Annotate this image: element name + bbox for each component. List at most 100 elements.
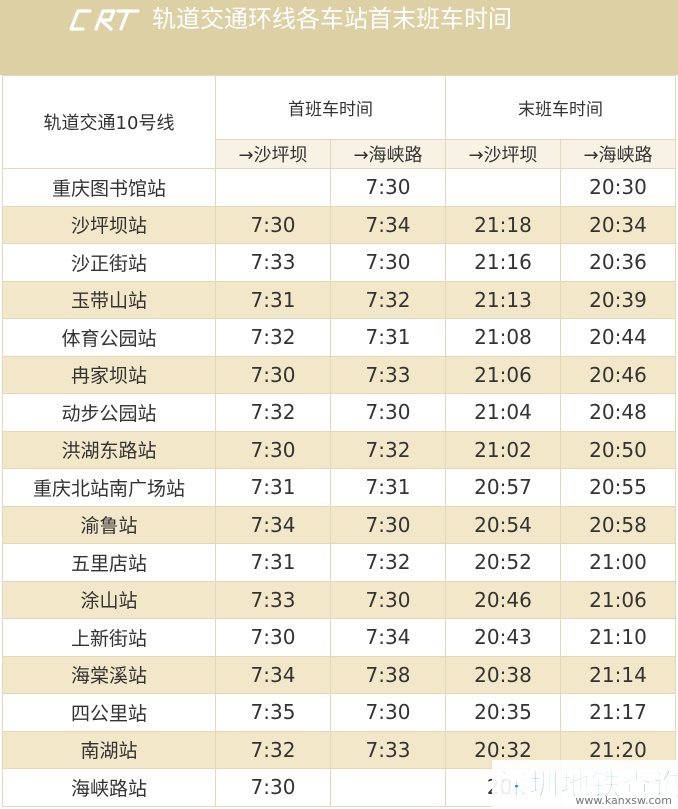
station-name: 四公里站 [2, 693, 216, 732]
time-cell: 20:54 [445, 505, 561, 544]
watermark-url: www.kanxsw.com [575, 794, 672, 807]
time-cell: 20:34 [560, 205, 676, 244]
time-cell: 20:50 [560, 430, 676, 469]
first-train-header: 首班车时间 [215, 75, 446, 140]
station-name: 洪湖东路站 [2, 430, 216, 469]
time-cell: 21:06 [445, 355, 561, 394]
time-cell: 20:55 [560, 468, 676, 507]
time-cell: 7:38 [330, 655, 446, 694]
table-row: 上新街站 7:30 7:34 20:43 21:10 [2, 618, 676, 657]
time-cell: 7:32 [215, 393, 331, 432]
table-row: 沙坪坝站 7:30 7:34 21:18 20:34 [2, 205, 676, 244]
time-cell: 7:30 [215, 618, 331, 657]
time-cell: 7:31 [330, 468, 446, 507]
time-cell: 7:30 [330, 505, 446, 544]
station-name: 五里店站 [2, 543, 216, 582]
station-name: 沙正街站 [2, 243, 216, 282]
time-cell: 21:10 [560, 618, 676, 657]
table-row: 冉家坝站 7:30 7:33 21:06 20:46 [2, 355, 676, 394]
time-cell: 7:33 [330, 730, 446, 769]
station-name: 海峡路站 [2, 768, 216, 807]
time-cell: 7:33 [215, 580, 331, 619]
time-cell: 7:31 [215, 468, 331, 507]
station-name: 南湖站 [2, 730, 216, 769]
time-cell: 21:17 [560, 693, 676, 732]
time-cell: 21:16 [445, 243, 561, 282]
time-cell: 7:32 [330, 543, 446, 582]
time-cell: 20:46 [560, 355, 676, 394]
table-row: 动步公园站 7:32 7:30 21:04 20:48 [2, 393, 676, 432]
time-cell: 7:32 [215, 318, 331, 357]
time-cell: 7:34 [330, 618, 446, 657]
time-cell: 7:30 [330, 393, 446, 432]
time-cell: 7:34 [215, 505, 331, 544]
timetable: 轨道交通10号线 首班车时间 末班车时间 →沙坪坝 →海峡路 →沙坪坝 →海峡路… [2, 75, 676, 807]
table-row: 渝鲁站 7:34 7:30 20:54 20:58 [2, 505, 676, 544]
station-name: 体育公园站 [2, 318, 216, 357]
time-cell: 7:30 [330, 243, 446, 282]
table-row: 涂山站 7:33 7:30 20:46 21:06 [2, 580, 676, 619]
table-row: 洪湖东路站 7:30 7:32 21:02 20:50 [2, 430, 676, 469]
time-cell: 21:00 [560, 543, 676, 582]
table-row: 沙正街站 7:33 7:30 21:16 20:36 [2, 243, 676, 282]
station-name: 重庆图书馆站 [2, 168, 216, 207]
table-row: 重庆图书馆站 7:30 20:30 [2, 168, 676, 207]
station-name: 玉带山站 [2, 280, 216, 319]
time-cell: 21:02 [445, 430, 561, 469]
time-cell: 21:13 [445, 280, 561, 319]
time-cell: 20:35 [445, 693, 561, 732]
time-cell: 21:04 [445, 393, 561, 432]
time-cell: 7:31 [215, 280, 331, 319]
direction-header: →海峡路 [560, 139, 676, 169]
line-name-header: 轨道交通10号线 [2, 75, 216, 169]
table-row: 玉带山站 7:31 7:32 21:13 20:39 [2, 280, 676, 319]
title-banner: 轨道交通环线各车站首末班车时间 [0, 0, 678, 75]
time-cell: 7:30 [215, 430, 331, 469]
crt-logo-icon [69, 9, 140, 31]
last-train-header: 末班车时间 [445, 75, 676, 140]
time-cell: 7:33 [330, 355, 446, 394]
station-name: 沙坪坝站 [2, 205, 216, 244]
time-cell: 7:32 [330, 430, 446, 469]
time-cell: 20:36 [560, 243, 676, 282]
time-cell: 21:18 [445, 205, 561, 244]
time-cell [330, 768, 446, 807]
station-name: 重庆北站南广场站 [2, 468, 216, 507]
watermark-text: 深圳地铁查询 [498, 768, 678, 804]
time-cell [445, 168, 561, 207]
time-cell: 7:30 [330, 693, 446, 732]
time-cell: 7:31 [215, 543, 331, 582]
time-cell: 7:30 [330, 580, 446, 619]
time-cell: 20:30 [560, 168, 676, 207]
direction-header: →沙坪坝 [445, 139, 561, 169]
time-cell: 20:43 [445, 618, 561, 657]
time-cell: 20:48 [560, 393, 676, 432]
time-cell: 7:34 [330, 205, 446, 244]
time-cell: 20:39 [560, 280, 676, 319]
time-cell: 7:30 [215, 768, 331, 807]
page-title: 轨道交通环线各车站首末班车时间 [152, 5, 512, 33]
table-row: 重庆北站南广场站 7:31 7:31 20:57 20:55 [2, 468, 676, 507]
time-cell: 7:30 [215, 355, 331, 394]
table-row: 海棠溪站 7:34 7:38 20:38 21:14 [2, 655, 676, 694]
station-name: 动步公园站 [2, 393, 216, 432]
time-cell: 7:33 [215, 243, 331, 282]
time-cell: 20:52 [445, 543, 561, 582]
table-row: 南湖站 7:32 7:33 20:32 21:20 [2, 730, 676, 769]
time-cell: 7:35 [215, 693, 331, 732]
time-cell: 7:34 [215, 655, 331, 694]
time-cell: 21:08 [445, 318, 561, 357]
station-name: 冉家坝站 [2, 355, 216, 394]
direction-header: →海峡路 [330, 139, 446, 169]
time-cell: 20:58 [560, 505, 676, 544]
station-name: 渝鲁站 [2, 505, 216, 544]
time-cell: 7:30 [215, 205, 331, 244]
time-cell: 20:46 [445, 580, 561, 619]
time-cell [215, 168, 331, 207]
direction-header: →沙坪坝 [215, 139, 331, 169]
time-cell: 20:38 [445, 655, 561, 694]
time-cell: 21:14 [560, 655, 676, 694]
time-cell: 21:06 [560, 580, 676, 619]
time-cell: 7:32 [215, 730, 331, 769]
time-cell: 7:31 [330, 318, 446, 357]
